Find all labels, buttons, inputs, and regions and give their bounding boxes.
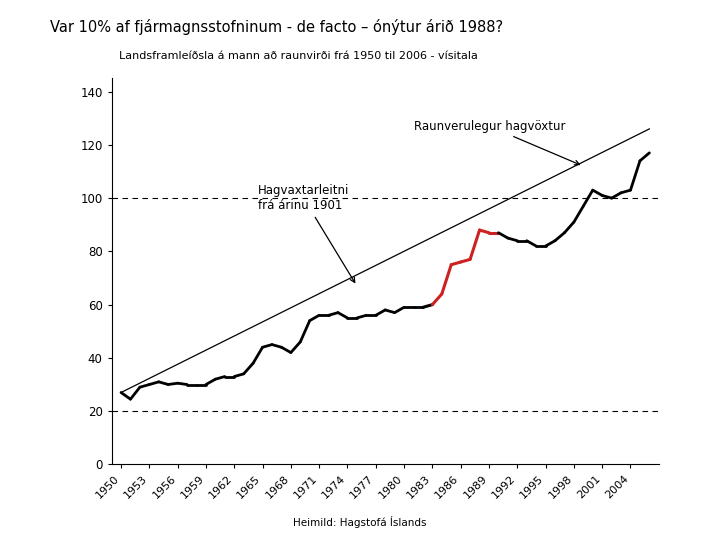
Text: Raunverulegur hagvöxtur: Raunverulegur hagvöxtur (413, 120, 580, 165)
Text: Heimild: Hagstofá Íslands: Heimild: Hagstofá Íslands (293, 516, 427, 529)
Text: Var 10% af fjármagnsstofninum - de facto – ónýtur árið 1988?: Var 10% af fjármagnsstofninum - de facto… (50, 19, 503, 35)
Text: Hagvaxtarleitni
frá árinu 1901: Hagvaxtarleitni frá árinu 1901 (258, 184, 355, 282)
Text: Landsframleíðsla á mann að raunvirði frá 1950 til 2006 - vísitala: Landsframleíðsla á mann að raunvirði frá… (120, 51, 478, 61)
